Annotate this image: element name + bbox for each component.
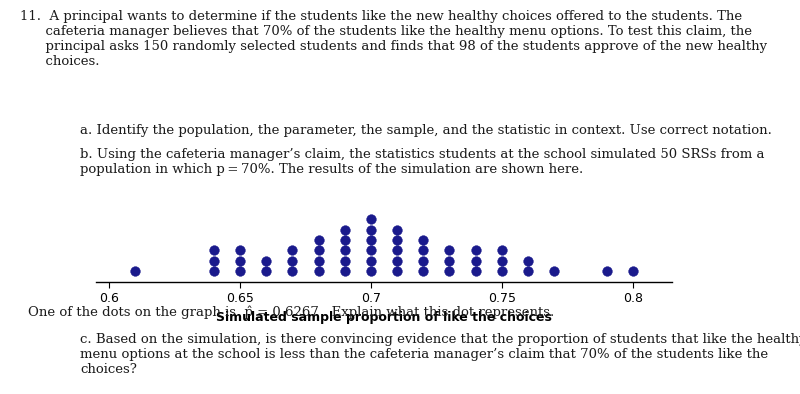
X-axis label: Simulated sample proportion of like the choices: Simulated sample proportion of like the … [216,311,552,324]
Text: a. Identify the population, the parameter, the sample, and the statistic in cont: a. Identify the population, the paramete… [80,124,772,137]
Text: One of the dots on the graph is  p̂ = 0.6267 . Explain what this dot represents.: One of the dots on the graph is p̂ = 0.6… [28,305,554,319]
Text: 11.  A principal wants to determine if the students like the new healthy choices: 11. A principal wants to determine if th… [20,10,767,68]
Text: c. Based on the simulation, is there convincing evidence that the proportion of : c. Based on the simulation, is there con… [80,333,800,376]
Text: b. Using the cafeteria manager’s claim, the statistics students at the school si: b. Using the cafeteria manager’s claim, … [80,148,765,176]
